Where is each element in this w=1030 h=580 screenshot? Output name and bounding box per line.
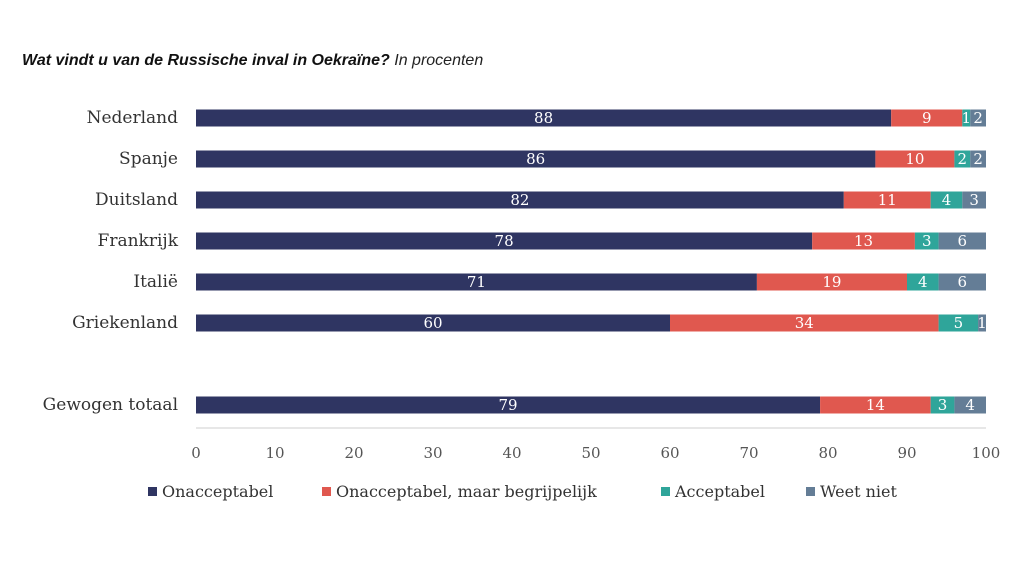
data-label: 3 xyxy=(922,232,932,250)
chart-title-unit: In procenten xyxy=(394,52,484,69)
data-label: 3 xyxy=(969,191,979,209)
data-label: 60 xyxy=(423,314,442,332)
data-label: 13 xyxy=(854,232,873,250)
legend-label: Acceptabel xyxy=(674,482,765,501)
data-label: 5 xyxy=(954,314,964,332)
data-label: 9 xyxy=(922,109,932,127)
x-tick-label: 0 xyxy=(191,444,201,462)
data-label: 88 xyxy=(534,109,553,127)
data-label: 6 xyxy=(958,232,968,250)
data-label: 1 xyxy=(961,109,971,127)
bar-segment xyxy=(930,191,963,209)
category-label: Griekenland xyxy=(72,313,178,333)
bar-segment xyxy=(907,273,939,291)
data-label: 79 xyxy=(499,396,518,414)
legend-label: Onacceptabel, maar begrijpelijk xyxy=(336,482,597,501)
category-label: Gewogen totaal xyxy=(43,395,178,415)
legend-swatch xyxy=(806,487,815,496)
category-label: Nederland xyxy=(87,108,179,128)
bar-segment xyxy=(891,109,963,127)
data-label: 86 xyxy=(526,150,545,168)
bar-segment xyxy=(756,273,907,291)
bar-segment xyxy=(196,232,813,250)
bar-segment xyxy=(196,150,876,168)
category-label: Italië xyxy=(133,272,178,292)
bar-segment xyxy=(820,396,931,414)
legend-swatch xyxy=(661,487,670,496)
bar-segment xyxy=(938,232,986,250)
legend-swatch xyxy=(322,487,331,496)
data-label: 19 xyxy=(822,273,841,291)
category-label: Duitsland xyxy=(95,190,178,210)
bar-segment xyxy=(875,150,955,168)
data-label: 10 xyxy=(905,150,924,168)
bar-segment xyxy=(978,314,986,332)
category-label: Frankrijk xyxy=(98,231,179,251)
bar-segment xyxy=(930,396,955,414)
data-label: 2 xyxy=(958,150,968,168)
data-label: 2 xyxy=(973,150,983,168)
bar-segment xyxy=(970,109,986,127)
bar-segment xyxy=(938,273,986,291)
bar-segment xyxy=(812,232,915,250)
bar-segment xyxy=(970,150,986,168)
bar-segment xyxy=(914,232,939,250)
bar-segment xyxy=(196,396,821,414)
x-tick-label: 70 xyxy=(739,444,758,462)
bar-segment xyxy=(196,109,892,127)
data-label: 6 xyxy=(958,273,968,291)
legend-label: Onacceptabel xyxy=(162,482,273,501)
bar-segment xyxy=(962,109,971,127)
data-label: 82 xyxy=(510,191,529,209)
bar-segment xyxy=(954,150,971,168)
x-tick-label: 60 xyxy=(660,444,679,462)
category-label: Spanje xyxy=(119,149,178,169)
data-label: 14 xyxy=(866,396,885,414)
chart-title-question: Wat vindt u van de Russische inval in Oe… xyxy=(22,52,390,69)
data-label: 2 xyxy=(973,109,983,127)
data-label: 4 xyxy=(965,396,975,414)
data-label: 11 xyxy=(878,191,897,209)
data-label: 4 xyxy=(918,273,928,291)
x-tick-label: 50 xyxy=(581,444,600,462)
bar-segment xyxy=(196,314,670,332)
x-tick-label: 100 xyxy=(972,444,1001,462)
data-label: 71 xyxy=(467,273,486,291)
bar-segment xyxy=(196,191,844,209)
data-label: 4 xyxy=(942,191,952,209)
bar-segment xyxy=(938,314,979,332)
data-label: 3 xyxy=(938,396,948,414)
bar-segment xyxy=(670,314,939,332)
data-label: 34 xyxy=(795,314,814,332)
data-label: 78 xyxy=(495,232,514,250)
chart-title: Wat vindt u van de Russische inval in Oe… xyxy=(22,52,483,70)
legend-swatch xyxy=(148,487,157,496)
bar-segment xyxy=(196,273,757,291)
x-tick-label: 40 xyxy=(502,444,521,462)
legend-label: Weet niet xyxy=(820,482,897,501)
x-tick-label: 90 xyxy=(897,444,916,462)
data-label: 1 xyxy=(977,314,987,332)
bar-segment xyxy=(843,191,931,209)
bar-segment xyxy=(962,191,986,209)
x-tick-label: 20 xyxy=(344,444,363,462)
x-tick-label: 30 xyxy=(423,444,442,462)
bar-segment xyxy=(954,396,986,414)
x-tick-label: 10 xyxy=(265,444,284,462)
x-tick-label: 80 xyxy=(818,444,837,462)
